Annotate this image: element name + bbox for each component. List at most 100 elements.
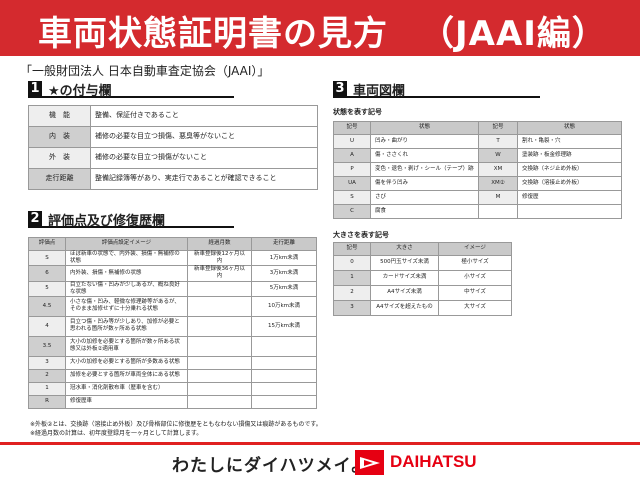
score-cell: 3 <box>28 355 66 370</box>
mileage: 3万km未満 <box>251 265 317 282</box>
footnote: ※外板②とは、交換跡（溶接止め外板）及び骨格部位に修復歴をともなわない損傷又は痕… <box>30 421 322 428</box>
state: 塗装跡・板金修理跡 <box>517 148 622 163</box>
score-cell: 6 <box>28 265 66 282</box>
table-row: S ほぼ新車の状態で、内外装、損傷・無補修の状態 新車登録後12ヶ月以内 1万km未満 <box>28 249 317 267</box>
title-banner: 車両状態証明書の見方 （JAAI編） <box>0 0 640 56</box>
table-header: 記号 状態 記号 状態 <box>333 121 622 135</box>
state: 修復歴 <box>517 190 622 205</box>
score-cell: 5 <box>28 280 66 297</box>
section-number: 2 <box>28 211 42 227</box>
score-cell: R <box>28 394 66 409</box>
score-description: 大小の加修を必要とする箇所が多数ある状態 <box>65 355 188 370</box>
elapsed-months <box>187 335 252 357</box>
column-header: イメージ <box>438 242 512 256</box>
elapsed-months <box>187 368 252 383</box>
symbol: P <box>333 162 371 177</box>
footnotes: ※外板②とは、交換跡（溶接止め外板）及び骨格部位に修復歴をともなわない損傷又は痕… <box>30 420 322 438</box>
state: 傷を伴う凹み <box>370 176 479 191</box>
table-row: 3 A4サイズを超えたもの 大サイズ <box>333 300 512 316</box>
symbol: A <box>333 148 371 163</box>
table-row: 4.5 小さな傷・凹み、軽微な修理跡等があるが、そのまま加修せずに十分乗れる状態 1… <box>28 295 317 317</box>
column-header: 評価点設定イメージ <box>65 237 188 251</box>
section-title: ★の付与欄 <box>48 83 112 99</box>
elapsed-months <box>187 394 252 409</box>
column-header: 評価点 <box>28 237 66 251</box>
image: 小サイズ <box>438 270 512 286</box>
brand-logo: DAIHATSU <box>390 452 477 471</box>
score-cell: S <box>28 249 66 267</box>
elapsed-months <box>187 381 252 396</box>
score-cell: 4 <box>28 315 66 337</box>
size: A4サイズ未満 <box>370 285 439 301</box>
elapsed-months <box>187 315 252 337</box>
table-row: 2 A4サイズ未満 中サイズ <box>333 285 512 301</box>
symbol <box>478 204 518 219</box>
mileage <box>251 381 317 396</box>
section-3-heading: 3 車両図欄 <box>333 81 540 99</box>
mileage <box>251 394 317 409</box>
table-header: 評価点 評価点設定イメージ 経過月数 走行距離 <box>28 237 317 251</box>
symbol: 1 <box>333 270 371 286</box>
score-description: 大小の加修を必要とする箇所が数ヶ所ある状態又は外板②適用車 <box>65 335 188 357</box>
table-row: 0 500円玉サイズ未満 極小サイズ <box>333 255 512 271</box>
score-description: 目立たない傷・凹みが少しあるが、概ね良好な状態 <box>65 280 188 297</box>
organization-name: 「一般財団法人 日本自動車査定協会（JAAI）」 <box>20 64 270 78</box>
symbol: XM② <box>478 176 518 191</box>
table-row: 1 カードサイズ未満 小サイズ <box>333 270 512 286</box>
score-description: 小さな傷・凹み、軽微な修理跡等があるが、そのまま加修せずに十分乗れる状態 <box>65 295 188 317</box>
table-row: 6 内外装、損傷・無補修の状態 新車登録後36ヶ月以内 3万km未満 <box>28 265 317 282</box>
mileage: 10万km未満 <box>251 295 317 317</box>
elapsed-months: 新車登録後12ヶ月以内 <box>187 249 252 267</box>
symbol: T <box>478 134 518 149</box>
state-symbols-caption: 状態を表す記号 <box>333 108 382 116</box>
column-header: 記号 <box>333 242 371 256</box>
state: 傷・ささくれ <box>370 148 479 163</box>
section-title: 評価点及び修復歴欄 <box>48 213 166 229</box>
column-header: 記号 <box>333 121 371 135</box>
criteria-description: 整備、保証付きであること <box>90 105 318 127</box>
table-row: 機 能整備、保証付きであること <box>28 105 318 127</box>
state: 変色・退色・剥げ・シール（テープ）跡 <box>370 162 479 177</box>
page-title: 車両状態証明書の見方 <box>38 14 388 54</box>
size: カードサイズ未満 <box>370 270 439 286</box>
table-row: 1 冠水車・消化剤散布車（歴車を含む） <box>28 381 317 396</box>
score-cell: 2 <box>28 368 66 383</box>
table-row: A 傷・ささくれ W 塗装跡・板金修理跡 <box>333 148 622 163</box>
table-row: 3.5 大小の加修を必要とする箇所が数ヶ所ある状態又は外板②適用車 <box>28 335 317 357</box>
symbol: UA <box>333 176 371 191</box>
criteria-description: 補修の必要な目立つ損傷、悪臭等がないこと <box>90 126 318 148</box>
criteria-label: 内 装 <box>28 126 91 148</box>
state: 交換跡（ネジ止め外板） <box>517 162 622 177</box>
table-row: R 修復歴車 <box>28 394 317 409</box>
score-description: 内外装、損傷・無補修の状態 <box>65 265 188 282</box>
table-row: U 凹み・曲がり T 割れ・亀裂・穴 <box>333 134 622 149</box>
table-row: 3 大小の加修を必要とする箇所が多数ある状態 <box>28 355 317 370</box>
column-header: 記号 <box>478 121 518 135</box>
elapsed-months <box>187 355 252 370</box>
size-symbols-caption: 大きさを表す記号 <box>333 231 389 239</box>
image: 極小サイズ <box>438 255 512 271</box>
column-header: 経過月数 <box>187 237 252 251</box>
column-header: 状態 <box>517 121 622 135</box>
symbol: M <box>478 190 518 205</box>
table-row: P 変色・退色・剥げ・シール（テープ）跡 XM 交換跡（ネジ止め外板） <box>333 162 622 177</box>
score-cell: 4.5 <box>28 295 66 317</box>
table-row: C 腐食 <box>333 204 622 219</box>
image: 大サイズ <box>438 300 512 316</box>
state: 凹み・曲がり <box>370 134 479 149</box>
table-header: 記号 大きさ イメージ <box>333 242 512 256</box>
state-symbols-table: 記号 状態 記号 状態 U 凹み・曲がり T 割れ・亀裂・穴 A 傷・ささくれ W 塗装跡・板金修理跡… <box>333 121 622 219</box>
mileage: 5万km未満 <box>251 280 317 297</box>
page-title-tag: （JAAI編） <box>420 14 607 54</box>
table-row: UA 傷を伴う凹み XM② 交換跡（溶接止め外板） <box>333 176 622 191</box>
section-number: 1 <box>28 81 42 97</box>
slogan-logo: わたしにダイハツメイ。 <box>172 456 370 476</box>
table-row: 走行距離 整備記録簿等があり、実走行であることが確認できること <box>28 168 318 190</box>
elapsed-months: 新車登録後36ヶ月以内 <box>187 265 252 282</box>
symbol: XM <box>478 162 518 177</box>
symbol: 3 <box>333 300 371 316</box>
mileage <box>251 335 317 357</box>
score-description: 修復歴車 <box>65 394 188 409</box>
table-row: 内 装補修の必要な目立つ損傷、悪臭等がないこと <box>28 126 318 148</box>
symbol: C <box>333 204 371 219</box>
